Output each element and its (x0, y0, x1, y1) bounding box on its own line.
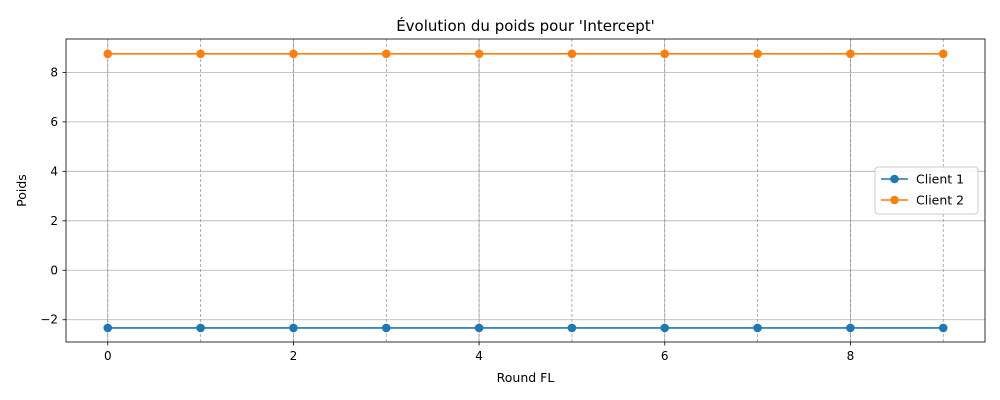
data-point (103, 49, 113, 59)
data-point (289, 49, 298, 59)
y-tick-label: 2 (50, 214, 58, 228)
legend-label: Client 2 (916, 193, 964, 208)
data-point (103, 323, 113, 333)
grid-layer (66, 39, 985, 342)
x-axis-label: Round FL (497, 370, 555, 385)
tick-layer: −2 0 2 4 6 8 0 2 4 6 8 (40, 65, 854, 363)
data-point (753, 323, 762, 333)
round-markers-layer (107, 39, 944, 342)
data-point (196, 49, 205, 59)
data-point (567, 49, 577, 59)
legend-label: Client 1 (916, 172, 964, 187)
data-point (567, 323, 577, 333)
y-tick-label: −2 (40, 313, 58, 327)
x-tick-label: 4 (475, 349, 483, 363)
chart-title: Évolution du poids pour 'Intercept' (396, 16, 655, 35)
data-point (660, 49, 670, 59)
legend-marker (890, 174, 899, 184)
legend: Client 1 Client 2 (874, 166, 979, 215)
plot-frame (65, 38, 986, 343)
y-tick-label: 4 (50, 164, 58, 178)
data-point (474, 49, 484, 59)
y-tick-label: 8 (50, 65, 58, 79)
x-tick-label: 8 (847, 349, 855, 363)
data-point (938, 49, 948, 59)
data-point (381, 323, 391, 333)
data-point (289, 323, 298, 333)
data-point (196, 323, 205, 333)
x-tick-label: 0 (104, 349, 112, 363)
y-tick-label: 6 (50, 115, 58, 129)
data-point (846, 49, 855, 59)
data-point (660, 323, 670, 333)
data-point (474, 323, 484, 333)
data-point (753, 49, 762, 59)
data-point (938, 323, 948, 333)
data-point (846, 323, 855, 333)
y-tick-label: 0 (50, 263, 58, 277)
series-layer (103, 49, 948, 333)
x-tick-label: 2 (290, 349, 298, 363)
data-point (381, 49, 391, 59)
x-tick-label: 6 (661, 349, 669, 363)
legend-marker (890, 195, 899, 205)
y-axis-label: Poids (14, 174, 29, 207)
